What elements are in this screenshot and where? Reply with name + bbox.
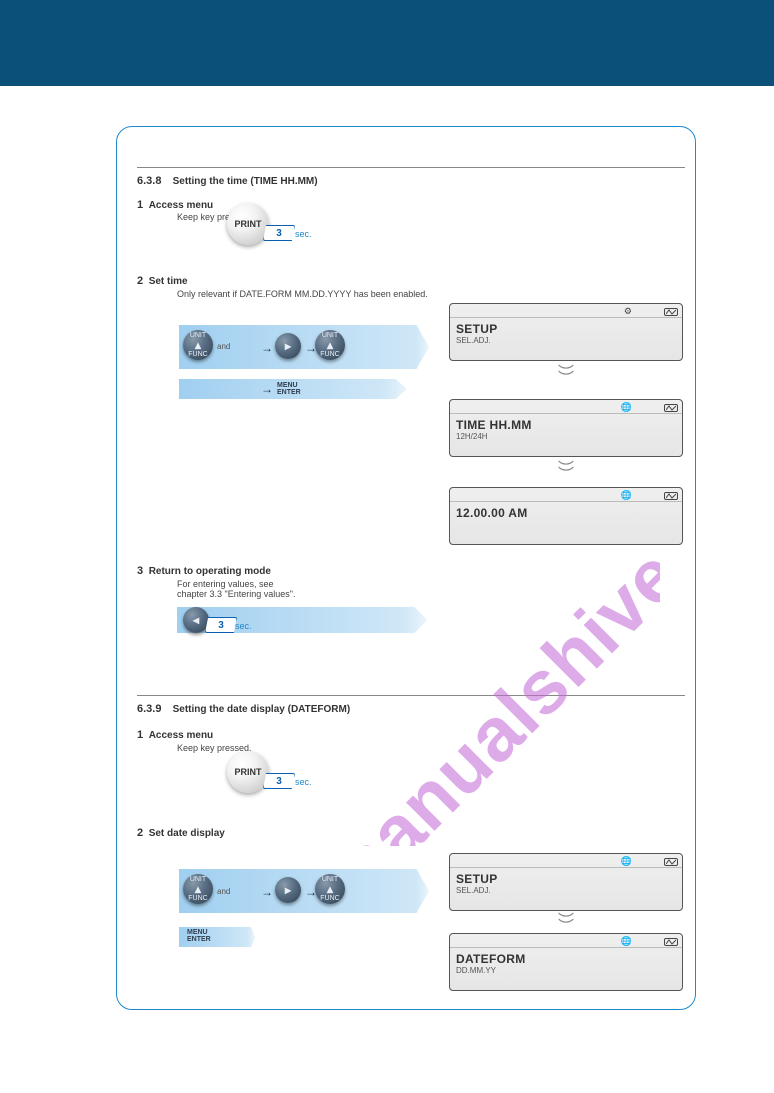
step1-label: 1 Access menu [137, 199, 213, 211]
signal-icon [664, 492, 678, 500]
right-arrow-icon: → [261, 885, 273, 899]
step2-sub: Only relevant if DATE.FORM MM.DD.YYYY ha… [177, 289, 457, 299]
globe-icon: 🌐 [621, 402, 632, 413]
step3-label: 3 Return to operating mode [137, 565, 271, 577]
section-number: 6.3.9 [137, 703, 161, 715]
right-arrow-icon: → [261, 382, 273, 396]
nav-word: and [217, 887, 230, 896]
step-number: 2 [137, 827, 143, 839]
up-icon: ▴ [320, 339, 339, 351]
display-panel-639-2: 🌐 DATEFORM DD.MM.YY [449, 933, 683, 991]
menu-enter-label: MENU ENTER [187, 929, 211, 943]
display-main: 12.00.00 AM [456, 506, 676, 520]
display-panel-1: ⚙ SETUP SEL.ADJ. [449, 303, 683, 361]
header-bar [0, 0, 774, 86]
step3-sub: For entering values, see chapter 3.3 "En… [177, 579, 295, 599]
play-icon: ▸ [285, 339, 291, 353]
display-panel-3: 🌐 12.00.00 AM [449, 487, 683, 545]
display-panel-2: 🌐 TIME HH.MM 12H/24H [449, 399, 683, 457]
nav-word: and [217, 342, 230, 351]
print-button[interactable]: PRINT [227, 203, 269, 245]
print-button-label: PRINT [235, 767, 262, 777]
unit-func-button-2[interactable]: UNIT ▴ FUNC [315, 330, 345, 360]
hold-seconds-label: sec. [295, 229, 312, 239]
page-corner-hbar [20, 36, 100, 39]
step-title: Return to operating mode [149, 566, 271, 577]
hold-seconds-flag: 3 [205, 617, 237, 633]
hold-seconds-value: 3 [276, 776, 282, 787]
step-number: 2 [137, 275, 143, 287]
func-label: FUNC [320, 895, 339, 902]
unit-func-button-1[interactable]: UNIT ▴ FUNC [183, 330, 213, 360]
step2-label: 2 Set time [137, 275, 188, 287]
page-corner-vbar [54, 36, 57, 86]
section-number: 6.3.8 [137, 175, 161, 187]
display-sub: SEL.ADJ. [456, 886, 676, 895]
hold-seconds-value: 3 [218, 620, 224, 631]
up-icon: ▴ [188, 883, 207, 895]
step-number: 1 [137, 199, 143, 211]
up-icon: ▴ [188, 339, 207, 351]
display-main: TIME HH.MM [456, 418, 676, 432]
display-sub: SEL.ADJ. [456, 336, 676, 345]
func-label: FUNC [188, 895, 207, 902]
step-title: Access menu [149, 730, 213, 741]
divider [137, 695, 685, 696]
page-number-corner: 66 [20, 36, 100, 86]
step-number: 3 [137, 565, 143, 577]
signal-icon [664, 308, 678, 316]
step-number: 1 [137, 729, 143, 741]
hold-seconds-flag: 3 [263, 225, 295, 241]
unit-func-button-2[interactable]: UNIT ▴ FUNC [315, 874, 345, 904]
play-icon: ▸ [285, 883, 291, 897]
signal-icon [664, 858, 678, 866]
back-button[interactable]: ◂ [183, 607, 209, 633]
step-title: Set date display [149, 828, 225, 839]
func-label: FUNC [188, 351, 207, 358]
hold-seconds-label: sec. [235, 621, 252, 631]
step2-label-639: 2 Set date display [137, 827, 225, 839]
down-chevron-icon: ︶︶ [449, 919, 683, 931]
section-title: Setting the date display (DATEFORM) [173, 704, 351, 715]
print-button[interactable]: PRINT [227, 751, 269, 793]
section-heading-638: 6.3.8 Setting the time (TIME HH.MM) [137, 175, 318, 187]
signal-icon [664, 938, 678, 946]
display-main: SETUP [456, 322, 676, 336]
display-panel-639-1: 🌐 SETUP SEL.ADJ. [449, 853, 683, 911]
func-label: FUNC [320, 351, 339, 358]
gear-icon: ⚙ [624, 306, 632, 317]
step-title: Access menu [149, 200, 213, 211]
globe-icon: 🌐 [621, 490, 632, 501]
globe-icon: 🌐 [621, 936, 632, 947]
page-number: 66 [62, 48, 78, 64]
signal-icon [664, 404, 678, 412]
step1-label-639: 1 Access menu [137, 729, 213, 741]
hold-seconds-label: sec. [295, 777, 312, 787]
down-chevron-icon: ︶︶ [449, 467, 683, 479]
right-arrow-icon: → [261, 341, 273, 355]
hold-seconds-flag: 3 [263, 773, 295, 789]
step-title: Set time [149, 276, 188, 287]
display-sub: DD.MM.YY [456, 966, 676, 975]
play-button[interactable]: ▸ [275, 333, 301, 359]
hold-seconds-value: 3 [276, 228, 282, 239]
display-sub: 12H/24H [456, 432, 676, 441]
section-heading-639: 6.3.9 Setting the date display (DATEFORM… [137, 703, 350, 715]
instruction-panel: 6.3.8 Setting the time (TIME HH.MM) 1 Ac… [116, 126, 696, 1010]
display-main: DATEFORM [456, 952, 676, 966]
display-main: SETUP [456, 872, 676, 886]
up-icon: ▴ [320, 883, 339, 895]
divider [137, 167, 685, 168]
globe-icon: 🌐 [621, 856, 632, 867]
play-button[interactable]: ▸ [275, 877, 301, 903]
print-button-label: PRINT [235, 219, 262, 229]
left-icon: ◂ [193, 613, 199, 627]
down-chevron-icon: ︶︶ [449, 371, 683, 383]
menu-enter-label: MENU ENTER [277, 382, 301, 396]
section-title: Setting the time (TIME HH.MM) [173, 176, 318, 187]
unit-func-button-1[interactable]: UNIT ▴ FUNC [183, 874, 213, 904]
